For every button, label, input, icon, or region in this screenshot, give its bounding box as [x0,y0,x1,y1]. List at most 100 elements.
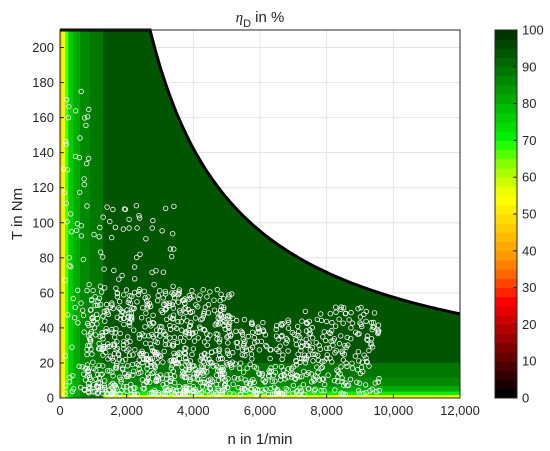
operating-point-marker [338,364,344,370]
operating-point-marker [66,379,73,385]
operating-point-marker [141,386,148,392]
operating-point-marker [256,371,263,377]
operating-point-marker [244,365,250,371]
plot-area [59,28,461,399]
operating-point-marker [188,295,194,301]
operating-point-marker [357,320,363,326]
operating-point-marker [318,387,324,394]
operating-point-marker [356,358,362,364]
operating-point-marker [88,346,94,352]
operating-point-marker [183,329,189,336]
operating-point-marker [126,322,133,329]
operating-point-marker [245,333,251,340]
operating-point-marker [90,287,96,294]
operating-point-marker [167,322,173,329]
operating-point-marker [353,329,359,335]
operating-point-marker [288,371,294,378]
operating-point-marker [336,340,343,347]
operating-point-marker [285,348,291,354]
operating-point-marker [170,283,176,289]
colorbar [494,29,518,399]
operating-point-marker [362,382,369,388]
operating-point-marker [64,167,71,173]
operating-point-marker [110,305,116,312]
operating-point-marker [213,391,219,397]
operating-point-marker [225,333,231,339]
operating-point-marker [224,347,231,354]
operating-point-marker [170,291,177,298]
operating-point-marker [366,363,372,369]
operating-point-marker [308,379,315,385]
operating-point-marker [88,329,95,335]
operating-point-marker [66,262,73,269]
operating-point-marker [278,364,285,370]
operating-point-marker [342,343,348,349]
operating-point-marker [114,339,120,345]
operating-point-marker [343,360,349,366]
operating-point-marker [142,324,148,330]
operating-point-marker [326,345,333,351]
operating-point-marker [162,205,169,212]
operating-point-marker [141,288,147,294]
operating-point-marker [215,385,221,392]
operating-point-marker [302,391,308,398]
operating-point-marker [144,301,150,307]
operating-point-marker [279,356,285,362]
operating-point-marker [76,363,82,370]
operating-point-marker [66,103,72,110]
operating-point-marker [71,315,78,321]
operating-point-marker [148,390,155,396]
operating-point-marker [170,368,176,374]
operating-point-marker [170,343,177,349]
operating-point-marker [263,342,269,349]
operating-point-marker [78,88,84,95]
operating-point-marker [321,358,327,364]
operating-point-marker [301,352,308,358]
operating-point-marker [171,246,177,252]
operating-point-marker [216,348,222,354]
operating-point-marker [285,317,291,323]
operating-point-marker [205,301,212,308]
operating-point-marker [170,305,177,311]
operating-point-marker [226,294,232,300]
operating-point-marker [95,385,102,391]
operating-point-marker [251,379,257,386]
operating-point-marker [167,335,173,341]
operating-point-marker [162,288,168,295]
colorbar-segment [495,287,517,298]
operating-point-marker [81,329,87,335]
operating-point-marker [147,379,153,385]
operating-point-marker [211,297,217,303]
operating-point-marker [234,344,241,351]
operating-point-marker [92,294,98,300]
operating-point-marker [297,389,303,395]
operating-point-marker [130,368,137,374]
operating-point-marker [336,316,342,322]
operating-point-marker [68,211,74,217]
x-tick-label: 2,000 [110,403,143,418]
operating-point-marker [256,347,263,353]
operating-point-marker [76,154,83,161]
operating-point-marker [169,290,175,296]
operating-point-marker [122,206,129,213]
operating-point-marker [80,256,87,263]
operating-point-marker [167,371,173,378]
operating-point-marker [158,353,164,360]
operating-point-marker [221,304,227,310]
colorbar-segment [495,214,517,224]
operating-point-marker [116,299,123,305]
operating-point-marker [224,334,230,340]
operating-point-marker [229,315,236,321]
colorbar-segment [495,103,517,114]
operating-point-marker [342,391,349,397]
operating-point-marker [134,391,140,397]
operating-point-marker [371,310,378,316]
operating-point-marker [159,375,165,381]
operating-point-marker [200,287,206,293]
operating-point-marker [68,264,74,270]
operating-point-marker [283,335,289,342]
operating-point-marker [361,391,367,397]
operating-point-marker [177,334,184,341]
operating-point-marker [321,329,327,335]
operating-point-marker [250,377,256,383]
